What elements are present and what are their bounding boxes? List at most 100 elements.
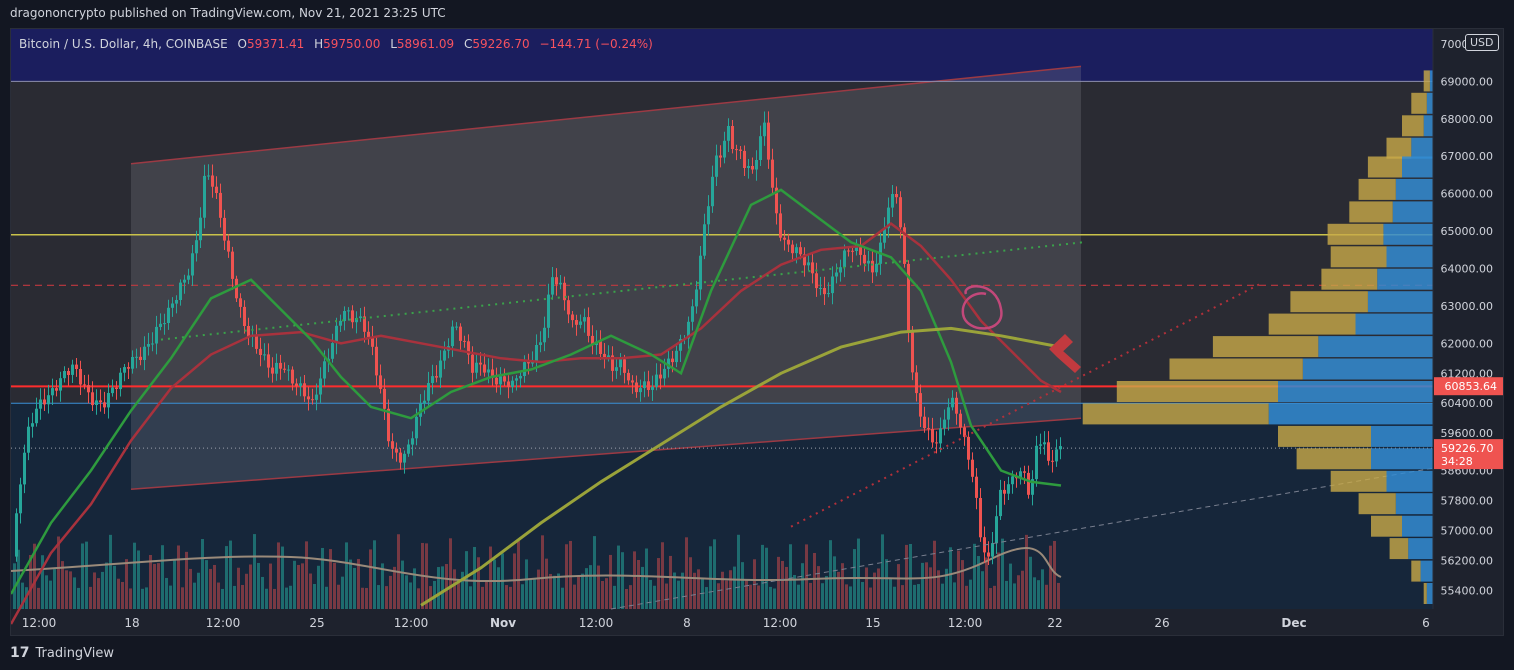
candle-body (255, 335, 258, 349)
candle-body (367, 331, 370, 338)
candle-body (263, 354, 266, 356)
volume-bar (769, 586, 772, 609)
symbol-name: Bitcoin / U.S. Dollar, 4h, COINBASE (19, 37, 228, 51)
profile-buy-bar (1082, 403, 1269, 425)
volume-bar (625, 588, 628, 609)
volume-bar (957, 550, 960, 609)
candle-body (1027, 472, 1030, 495)
candle-body (979, 498, 982, 538)
volume-bar (801, 563, 804, 609)
candle-body (387, 408, 390, 442)
volume-bar (173, 560, 176, 609)
ema-olive-line (420, 326, 1062, 607)
candle-body (599, 341, 602, 354)
volume-bar (393, 566, 396, 609)
volume-bar (1001, 538, 1004, 609)
candle-body (259, 348, 262, 355)
candle-body (507, 381, 510, 387)
volume-bar (785, 566, 788, 609)
profile-sell-bar (1426, 92, 1433, 114)
candle-body (147, 344, 150, 347)
candle-body (199, 217, 202, 241)
candle-body (479, 362, 482, 365)
candle-body (107, 393, 110, 408)
volume-bar (661, 542, 664, 609)
chart-panel[interactable]: 70000.0069000.0068000.0067000.0066000.00… (10, 28, 1504, 636)
volume-bar (749, 584, 752, 609)
volume-bar (581, 573, 584, 609)
volume-bar (321, 547, 324, 609)
candle-body (803, 254, 806, 266)
candle-body (667, 358, 670, 369)
volume-bar (273, 588, 276, 609)
candle-body (511, 380, 514, 387)
brand-footer[interactable]: 17 TradingView (10, 645, 114, 661)
volume-bar (257, 562, 260, 609)
candle-body (291, 369, 294, 384)
channel-fill (131, 66, 1081, 490)
time-tick-label: Dec (1281, 616, 1306, 630)
candle-body (1019, 471, 1022, 479)
candle-body (727, 126, 730, 141)
time-tick-label: 12:00 (763, 616, 798, 630)
currency-selector[interactable]: USD (1465, 34, 1499, 51)
volume-bar (681, 572, 684, 609)
candle-body (715, 155, 718, 177)
volume-bar (265, 588, 268, 609)
volume-bar (413, 568, 416, 609)
candle-body (523, 362, 526, 376)
volume-bar (853, 549, 856, 609)
candle-body (935, 442, 938, 444)
brand-name: TradingView (35, 645, 115, 661)
profile-sell-bar (1355, 313, 1433, 335)
candle-body (443, 350, 446, 361)
profile-buy-bar (1386, 137, 1412, 159)
candle-body (219, 192, 222, 218)
volume-bar (109, 534, 112, 609)
volume-bar (921, 562, 924, 609)
volume-bar (73, 577, 76, 609)
candle-body (947, 407, 950, 420)
volume-bar (409, 582, 412, 609)
profile-buy-bar (1402, 115, 1424, 137)
volume-bar (361, 587, 364, 609)
volume-bar (125, 559, 128, 609)
volume-bar (473, 546, 476, 609)
attribution-text: dragononcrypto published on TradingView.… (10, 6, 446, 20)
candle-body (743, 150, 746, 168)
candle-body (215, 186, 218, 193)
candle-body (115, 387, 118, 389)
candle-body (963, 427, 966, 437)
volume-bar (285, 587, 288, 609)
volume-bar (669, 555, 672, 609)
volume-bar (1057, 582, 1060, 609)
candle-body (75, 364, 78, 369)
profile-sell-bar (1411, 137, 1433, 159)
candle-body (755, 160, 758, 170)
candle-body (351, 310, 354, 323)
profile-sell-bar (1420, 560, 1433, 582)
volume-bar (121, 581, 124, 609)
candle-body (459, 326, 462, 341)
candle-body (463, 340, 466, 342)
volume-bar (577, 576, 580, 609)
time-tick-label: Nov (490, 616, 516, 630)
price-chart[interactable]: 70000.0069000.0068000.0067000.0066000.00… (11, 29, 1504, 636)
candle-body (187, 275, 190, 280)
candle-body (307, 396, 310, 400)
volume-bar (849, 586, 852, 609)
profile-buy-bar (1327, 223, 1384, 245)
volume-bar (337, 584, 340, 609)
candle-body (163, 323, 166, 325)
candle-body (647, 381, 650, 390)
candle-body (43, 399, 46, 405)
candle-body (51, 388, 54, 396)
candle-body (919, 393, 922, 417)
price-tick-label: 55400.00 (1441, 584, 1494, 597)
volume-bar (385, 586, 388, 609)
profile-sell-bar (1371, 448, 1433, 470)
volume-bar (69, 571, 72, 609)
volume-bar (161, 545, 164, 609)
volume-bar (457, 582, 460, 609)
candle-body (407, 444, 410, 454)
